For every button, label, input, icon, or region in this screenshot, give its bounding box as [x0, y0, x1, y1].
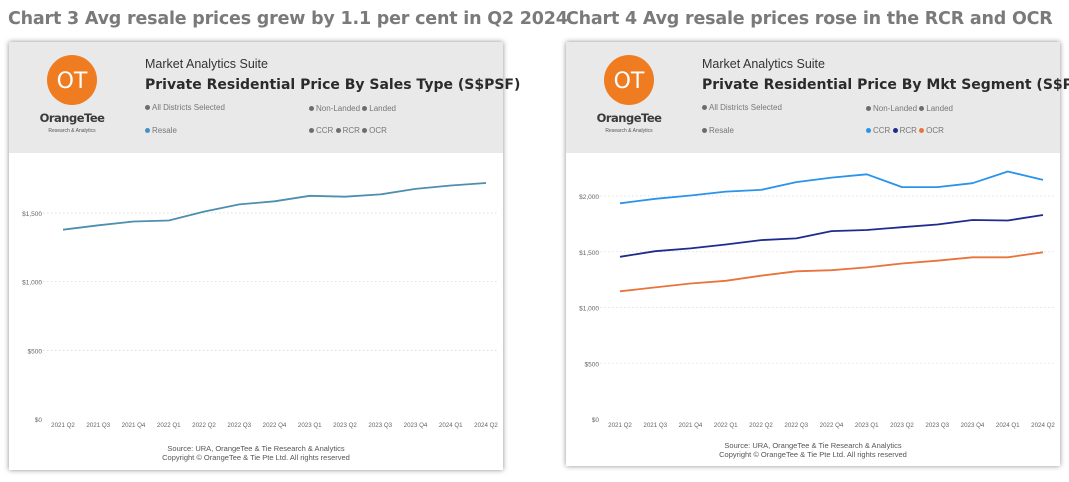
- segment-filter[interactable]: CCR RCR OCR: [866, 126, 944, 135]
- districts-filter[interactable]: All Districts Selected: [702, 103, 782, 112]
- filter-dot-icon: [335, 128, 341, 134]
- series-line-ccr: [619, 170, 1044, 205]
- x-tick-label: 2022 Q2: [192, 422, 216, 429]
- x-tick-label: 2024 Q1: [439, 422, 463, 429]
- line-chart-market-segment: $0 $500 $1,000 $1,500 $2,000 2021 Q2 2021 Q3 20…: [579, 170, 1056, 429]
- x-tick-label: 2024 Q2: [1031, 422, 1055, 429]
- filter-dot-icon: [892, 128, 898, 134]
- sale-type-filter[interactable]: Resale: [702, 126, 734, 135]
- y-tick-label: $2,000: [579, 194, 599, 201]
- x-tick-label: 2023 Q1: [855, 422, 879, 429]
- series-line: [62, 182, 487, 231]
- filter-dot-icon: [702, 105, 707, 111]
- x-tick-label: 2023 Q4: [961, 422, 985, 429]
- report-title: Private Residential Price By Mkt Segment…: [702, 77, 1069, 93]
- property-type-filter[interactable]: Non-Landed Landed: [309, 104, 396, 113]
- filter-dot-icon: [362, 128, 368, 134]
- y-tick-label: $1,500: [22, 211, 42, 218]
- x-tick-label: 2023 Q2: [333, 422, 357, 429]
- logo-name: OrangeTee: [596, 111, 662, 125]
- filter-dot-icon: [919, 128, 925, 134]
- x-tick-label: 2022 Q4: [263, 422, 287, 429]
- y-tick-label: $1,000: [579, 306, 599, 313]
- filter-dot-icon: [145, 128, 150, 134]
- y-tick-label: $1,000: [22, 280, 42, 287]
- x-tick-label: 2023 Q2: [890, 422, 914, 429]
- x-tick-label: 2024 Q2: [474, 422, 498, 429]
- logo-subtitle: Research & Analytics: [605, 128, 653, 134]
- x-tick-label: 2022 Q3: [227, 422, 251, 429]
- filter-dot-icon: [145, 105, 150, 111]
- property-type-filter[interactable]: Non-Landed Landed: [866, 104, 953, 113]
- districts-filter[interactable]: All Districts Selected: [145, 103, 225, 112]
- filter-dot-icon: [362, 106, 368, 112]
- logo-subtitle: Research & Analytics: [48, 128, 96, 134]
- report-title: Private Residential Price By Sales Type …: [145, 77, 521, 93]
- line-chart-sales-type: $0 $500 $1,000 $1,500 2021 Q2 2021 Q3 2021 Q4 2…: [22, 182, 499, 429]
- filter-dot-icon: [919, 106, 925, 112]
- chart-panel-market-segment: OT OrangeTee Research & Analytics Market…: [566, 42, 1069, 466]
- filter-dot-icon: [866, 106, 871, 112]
- orangetee-logo-icon: OT: [604, 55, 654, 105]
- logo-initials: OT: [57, 69, 88, 94]
- x-tick-label: 2022 Q1: [714, 422, 738, 429]
- y-tick-label: $0: [592, 417, 600, 424]
- suite-name: Market Analytics Suite: [145, 57, 268, 71]
- chart-4-heading: Chart 4 Avg resale prices rose in the RC…: [566, 9, 1053, 29]
- x-tick-label: 2023 Q3: [925, 422, 949, 429]
- filter-dot-icon: [702, 128, 707, 134]
- chart-panel-sales-type: OT OrangeTee Research & Analytics Market…: [9, 42, 520, 470]
- x-tick-label: 2021 Q2: [608, 422, 632, 429]
- chart-3-heading: Chart 3 Avg resale prices grew by 1.1 pe…: [8, 9, 568, 29]
- x-tick-label: 2021 Q4: [679, 422, 703, 429]
- x-tick-label: 2021 Q2: [51, 422, 75, 429]
- filter-dot-icon: [309, 128, 314, 134]
- x-tick-label: 2022 Q1: [157, 422, 181, 429]
- logo-name: OrangeTee: [39, 111, 105, 125]
- x-tick-label: 2023 Q3: [368, 422, 392, 429]
- x-tick-label: 2024 Q1: [996, 422, 1020, 429]
- panel-header: OT OrangeTee Research & Analytics Market…: [9, 42, 520, 153]
- x-tick-label: 2021 Q3: [86, 422, 110, 429]
- filter-dot-icon: [866, 128, 871, 134]
- x-tick-label: 2022 Q3: [784, 422, 808, 429]
- series-line-rcr: [619, 214, 1044, 258]
- x-tick-label: 2021 Q4: [122, 422, 146, 429]
- sale-type-filter[interactable]: Resale: [145, 126, 177, 135]
- source-note: Source: URA, OrangeTee & Tie Research & …: [162, 444, 350, 462]
- x-tick-label: 2023 Q1: [298, 422, 322, 429]
- x-tick-label: 2022 Q2: [749, 422, 773, 429]
- y-tick-label: $500: [585, 361, 600, 368]
- orangetee-logo-icon: OT: [47, 55, 97, 105]
- logo-initials: OT: [614, 69, 645, 94]
- y-tick-label: $0: [35, 417, 43, 424]
- x-tick-label: 2021 Q3: [643, 422, 667, 429]
- y-tick-label: $500: [28, 348, 43, 355]
- source-note: Source: URA, OrangeTee & Tie Research & …: [719, 441, 907, 459]
- segment-filter[interactable]: CCR RCR OCR: [309, 126, 387, 135]
- filter-dot-icon: [309, 106, 314, 112]
- x-tick-label: 2023 Q4: [404, 422, 428, 429]
- series-line-ocr: [619, 251, 1044, 293]
- y-tick-label: $1,500: [579, 250, 599, 257]
- panel-header: OT OrangeTee Research & Analytics Market…: [566, 42, 1069, 153]
- x-tick-label: 2022 Q4: [820, 422, 844, 429]
- suite-name: Market Analytics Suite: [702, 57, 825, 71]
